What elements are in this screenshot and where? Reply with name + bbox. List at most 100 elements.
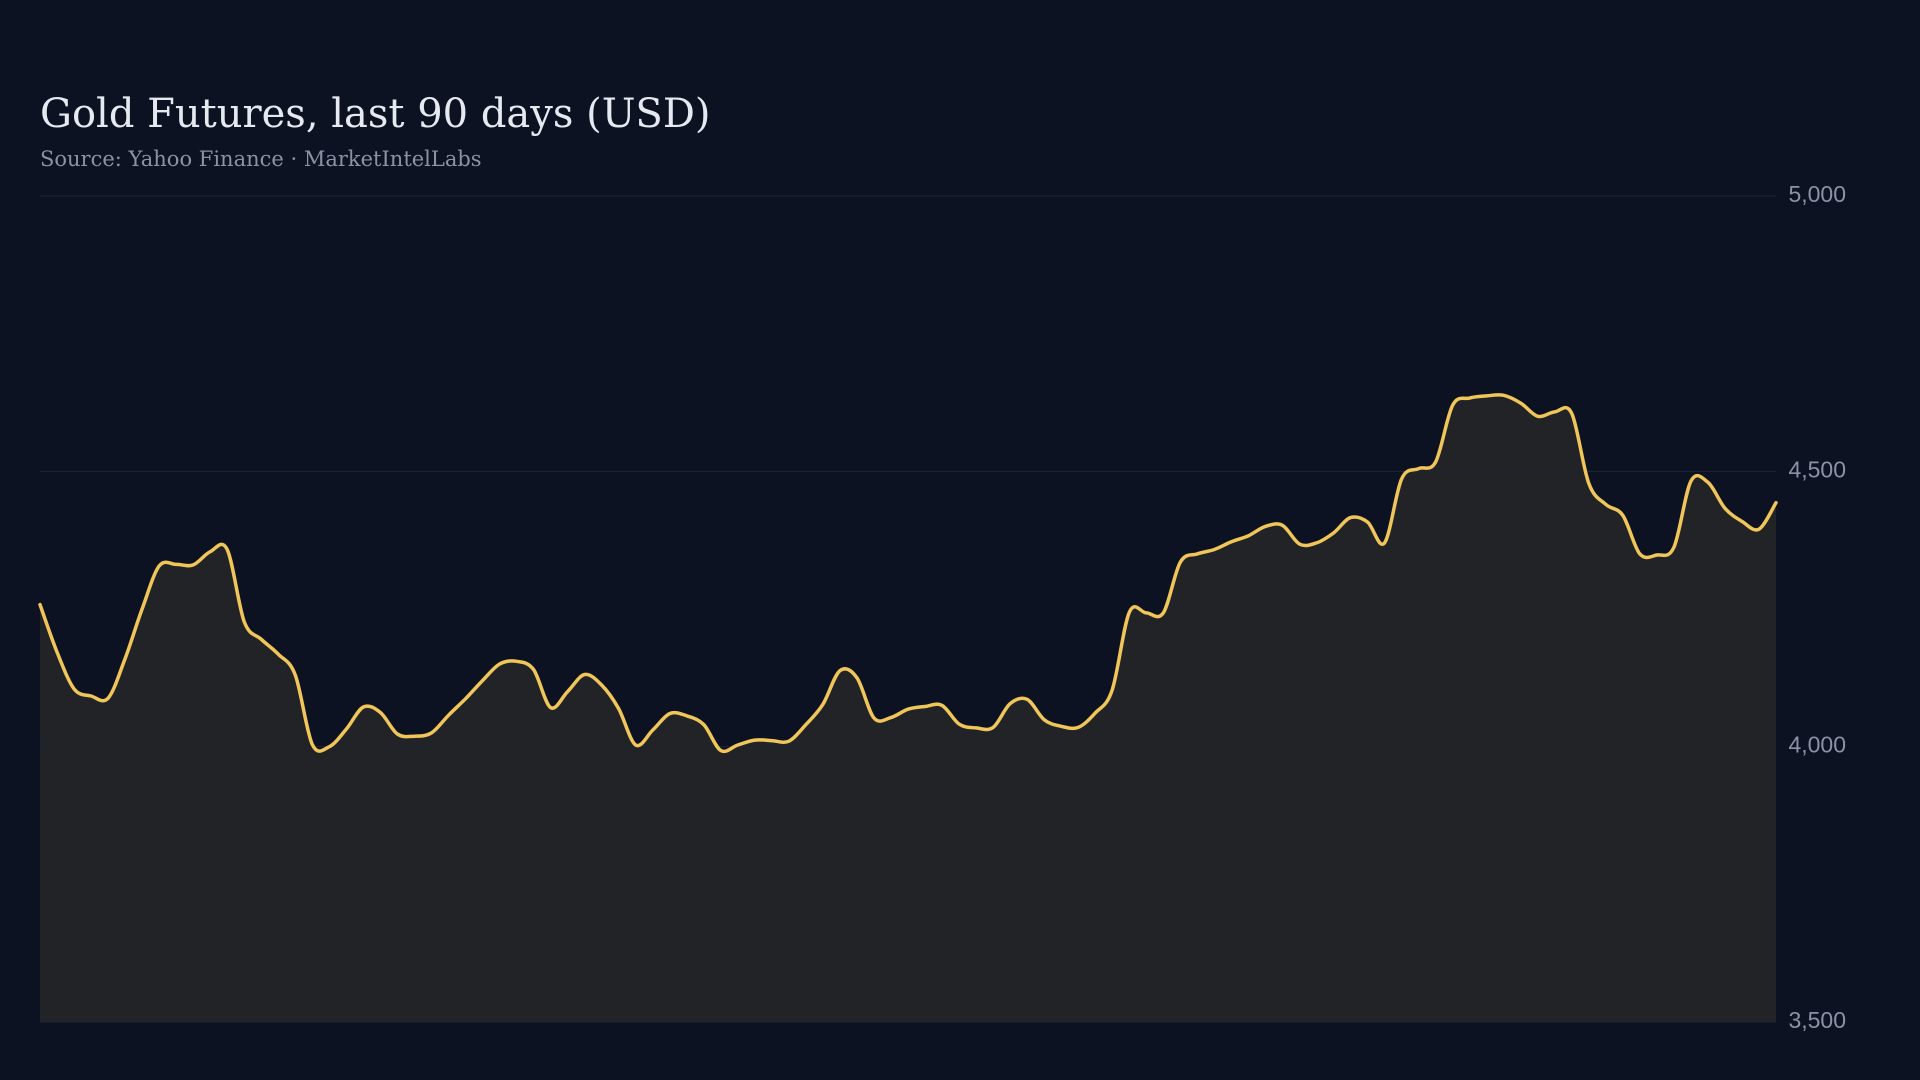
data-point bbox=[1349, 516, 1353, 520]
data-point bbox=[1314, 541, 1318, 545]
data-point bbox=[855, 676, 859, 680]
data-point bbox=[1502, 393, 1506, 397]
data-point bbox=[89, 694, 93, 698]
data-point bbox=[191, 563, 195, 567]
data-point bbox=[566, 690, 570, 694]
data-point bbox=[821, 702, 825, 706]
data-point bbox=[395, 732, 399, 736]
y-tick-label-4500: 4,500 bbox=[1788, 456, 1846, 482]
data-point bbox=[1110, 688, 1114, 692]
data-point bbox=[634, 743, 638, 747]
data-point bbox=[1076, 725, 1080, 729]
data-point bbox=[481, 679, 485, 683]
data-point bbox=[974, 726, 978, 730]
data-point bbox=[1161, 611, 1165, 615]
data-point bbox=[123, 657, 127, 661]
data-point bbox=[1672, 545, 1676, 549]
data-point bbox=[1723, 506, 1727, 510]
data-point bbox=[549, 706, 553, 710]
data-point bbox=[515, 659, 519, 663]
data-point bbox=[1706, 480, 1710, 484]
data-point bbox=[327, 745, 331, 749]
y-tick-label-3500: 3,500 bbox=[1788, 1007, 1846, 1033]
data-point bbox=[838, 669, 842, 673]
data-point bbox=[1468, 396, 1472, 400]
data-point bbox=[872, 716, 876, 720]
data-point bbox=[106, 696, 110, 700]
data-point bbox=[787, 739, 791, 743]
data-point bbox=[617, 707, 621, 711]
data-point bbox=[157, 564, 161, 568]
data-point bbox=[668, 712, 672, 716]
data-point bbox=[463, 697, 467, 701]
data-point bbox=[1059, 724, 1063, 728]
data-point bbox=[957, 722, 961, 726]
data-point bbox=[1366, 520, 1370, 524]
data-point bbox=[1042, 718, 1046, 722]
data-point bbox=[1093, 711, 1097, 715]
data-point bbox=[1451, 403, 1455, 407]
data-point bbox=[242, 620, 246, 624]
data-point bbox=[1655, 553, 1659, 557]
data-point bbox=[378, 711, 382, 715]
data-point bbox=[1229, 540, 1233, 544]
data-point bbox=[940, 703, 944, 707]
data-point bbox=[651, 728, 655, 732]
data-point bbox=[804, 723, 808, 727]
data-point bbox=[38, 603, 42, 607]
y-tick-label-4000: 4,000 bbox=[1788, 732, 1846, 758]
data-point bbox=[140, 607, 144, 611]
data-point bbox=[429, 731, 433, 735]
data-point bbox=[412, 734, 416, 738]
chart-title: Gold Futures, last 90 days (USD) bbox=[40, 91, 711, 137]
data-point bbox=[72, 687, 76, 691]
data-point bbox=[1280, 523, 1284, 527]
data-point bbox=[1383, 541, 1387, 545]
data-point bbox=[1485, 394, 1489, 398]
data-point bbox=[1604, 502, 1608, 506]
data-point bbox=[225, 548, 229, 552]
area-fill bbox=[40, 394, 1776, 1022]
data-point bbox=[736, 743, 740, 747]
data-point bbox=[1331, 531, 1335, 535]
data-point bbox=[1025, 697, 1029, 701]
data-point bbox=[1740, 519, 1744, 523]
data-point bbox=[1400, 477, 1404, 481]
data-point bbox=[685, 714, 689, 718]
data-point bbox=[753, 738, 757, 742]
data-point bbox=[344, 727, 348, 731]
chart-subtitle: Source: Yahoo Finance · MarketIntelLabs bbox=[40, 147, 482, 171]
data-point bbox=[174, 562, 178, 566]
data-point bbox=[1536, 414, 1540, 418]
data-point bbox=[208, 550, 212, 554]
data-point bbox=[1570, 412, 1574, 416]
data-point bbox=[1144, 611, 1148, 615]
data-point bbox=[1008, 702, 1012, 706]
data-point bbox=[583, 673, 587, 677]
data-point bbox=[770, 739, 774, 743]
data-point bbox=[1689, 479, 1693, 483]
series-line bbox=[38, 393, 1778, 754]
data-point bbox=[1417, 467, 1421, 471]
data-point bbox=[498, 662, 502, 666]
data-point bbox=[1621, 513, 1625, 517]
data-point bbox=[1297, 542, 1301, 546]
data-point bbox=[1212, 548, 1216, 552]
data-point bbox=[1519, 401, 1523, 405]
y-tick-label-5000: 5,000 bbox=[1788, 181, 1846, 207]
data-point bbox=[1553, 410, 1557, 414]
data-point bbox=[446, 713, 450, 717]
data-point bbox=[1195, 552, 1199, 556]
data-point bbox=[1246, 534, 1250, 538]
data-point bbox=[55, 650, 59, 654]
data-point bbox=[532, 668, 536, 672]
data-point bbox=[906, 707, 910, 711]
data-point bbox=[889, 715, 893, 719]
data-point bbox=[259, 637, 263, 641]
data-point bbox=[1434, 460, 1438, 464]
data-point bbox=[293, 673, 297, 677]
data-point bbox=[923, 704, 927, 708]
data-point bbox=[991, 725, 995, 729]
